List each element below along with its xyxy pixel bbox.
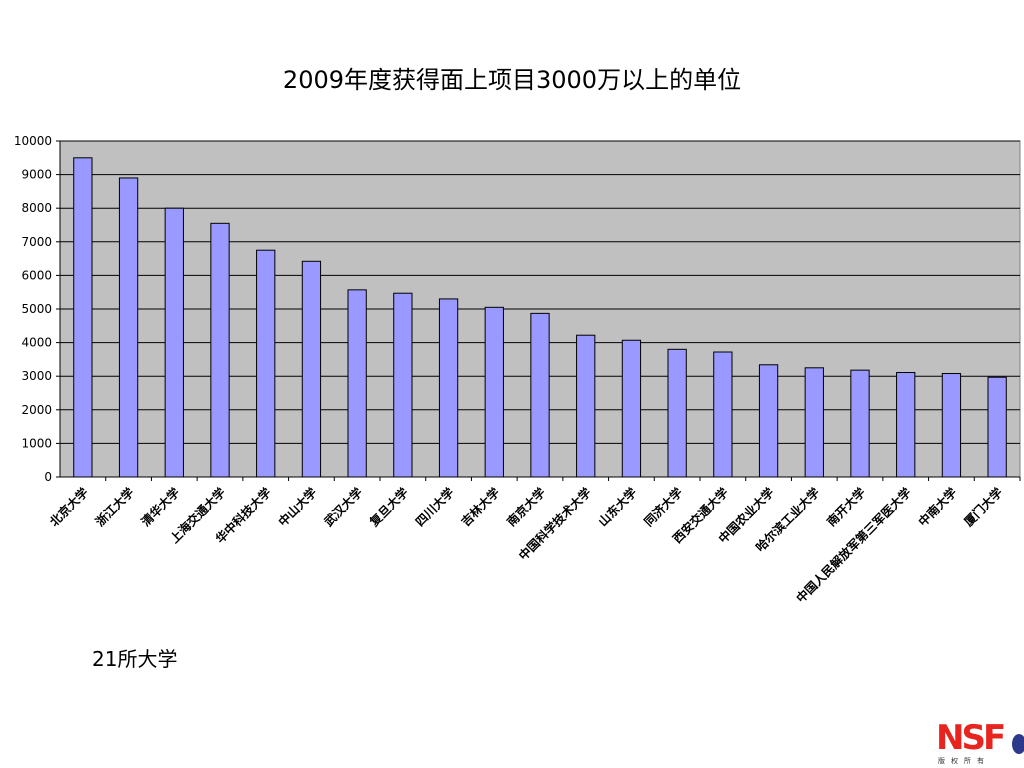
bar [758,364,779,478]
y-tick-label: 6000 [21,268,52,282]
y-tick-label: 2000 [21,403,52,417]
chart-title: 2009年度获得面上项目3000万以上的单位 [283,66,741,94]
nsf-logo: NSF 版权所有 [936,720,1024,768]
x-tick-label: 同济大学 [641,485,686,530]
bar [987,376,1007,478]
bar [941,373,962,478]
x-tick-label: 复旦大学 [366,485,411,530]
bar [118,177,139,478]
logo-circle-icon [1012,734,1024,754]
bar [713,351,733,478]
bar [347,289,367,478]
x-tick-label: 山东大学 [595,485,640,530]
x-tick-label: 中南大学 [915,485,960,530]
bar [850,369,870,478]
footnote-university-count: 21所大学 [92,647,178,671]
bar [576,334,596,478]
bar [667,348,687,478]
x-tick-label: 南开大学 [824,485,869,530]
x-tick-label: 吉林大学 [458,485,503,530]
x-tick-label: 南京大学 [504,485,549,530]
x-tick-label: 浙江大学 [92,485,137,530]
bar [804,367,824,478]
y-tick-label: 7000 [21,235,52,249]
x-tick-label: 清华大学 [138,485,183,530]
bar [301,260,322,478]
logo-text: NSF [936,718,1006,758]
bar [393,292,413,478]
y-tick-label: 10000 [14,134,52,148]
x-tick-label: 中山大学 [275,485,320,530]
bar [484,306,504,478]
bar [256,249,276,478]
bar [438,298,459,478]
bar-series [73,157,1007,478]
bar [621,339,642,478]
logo-subtext: 版权所有 [938,757,990,765]
bar [164,207,184,478]
x-tick-label: 四川大学 [412,485,457,530]
bar [530,312,550,478]
bar [210,222,230,478]
y-tick-label: 5000 [21,302,52,316]
y-tick-label: 0 [44,470,52,484]
y-tick-label: 9000 [21,168,52,182]
y-tick-label: 4000 [21,336,52,350]
bar [896,372,916,478]
y-tick-label: 3000 [21,369,52,383]
x-tick-label: 北京大学 [46,485,91,530]
x-tick-label: 武汉大学 [321,485,366,530]
y-tick-label: 8000 [21,201,52,215]
bar [73,157,93,478]
y-axis: 0 1000 2000 3000 4000 5000 6000 7000 8000 9000 100… [14,134,61,484]
y-tick-label: 1000 [21,436,52,450]
x-tick-label: 厦门大学 [961,485,1006,530]
